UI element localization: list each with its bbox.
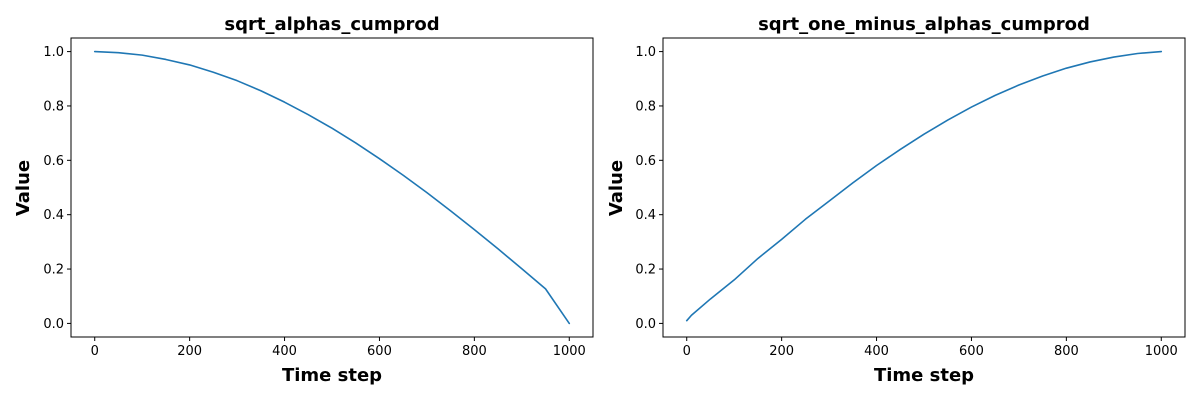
x-tick-label: 1000 — [553, 344, 586, 359]
y-tick-label: 0.8 — [635, 99, 656, 114]
y-tick-label: 0.4 — [43, 208, 64, 223]
y-tick-label: 0.6 — [43, 154, 64, 169]
chart-title: sqrt_alphas_cumprod — [224, 14, 439, 35]
series-line — [93, 50, 571, 325]
x-tick-label: 800 — [1054, 344, 1079, 359]
x-tick-label: 600 — [367, 344, 392, 359]
series-group — [685, 50, 1163, 322]
axes-frame — [70, 37, 594, 338]
y-tick-label: 1.0 — [43, 45, 64, 60]
x-tick-label: 0 — [683, 344, 691, 359]
axes-frame — [662, 37, 1186, 338]
x-tick-label: 400 — [864, 344, 889, 359]
x-tick-label: 200 — [769, 344, 794, 359]
x-tick-label: 0 — [91, 344, 99, 359]
x-tick-label: 200 — [177, 344, 202, 359]
y-tick-label: 0.8 — [43, 99, 64, 114]
x-axis-label: Time step — [874, 365, 974, 386]
y-tick-label: 0.2 — [635, 263, 656, 278]
y-axis-label: Value — [606, 160, 627, 216]
x-tick-label: 600 — [959, 344, 984, 359]
tick-group: 0 200 400 600 800 1000 0.0 0.2 0.4 0.6 0.8 1.0 — [43, 45, 586, 359]
x-tick-label: 800 — [462, 344, 487, 359]
y-tick-label: 0.0 — [635, 317, 656, 332]
series-group — [93, 50, 571, 325]
chart-title: sqrt_one_minus_alphas_cumprod — [758, 14, 1090, 35]
y-axis-label: Value — [13, 160, 34, 216]
series-line — [685, 50, 1163, 322]
right-chart-panel: sqrt_one_minus_alphas_cumprod Time step … — [606, 14, 1186, 386]
y-tick-label: 0.2 — [43, 263, 64, 278]
y-tick-label: 1.0 — [635, 45, 656, 60]
x-tick-label: 400 — [272, 344, 297, 359]
left-chart-panel: sqrt_alphas_cumprod Time step Value 0 200… — [13, 14, 594, 386]
y-tick-label: 0.4 — [635, 208, 656, 223]
tick-group: 0 200 400 600 800 1000 0.0 0.2 0.4 0.6 0.8 1.0 — [635, 45, 1178, 359]
x-axis-label: Time step — [282, 365, 382, 386]
x-tick-label: 1000 — [1145, 344, 1178, 359]
y-tick-label: 0.0 — [43, 317, 64, 332]
y-tick-label: 0.6 — [635, 154, 656, 169]
